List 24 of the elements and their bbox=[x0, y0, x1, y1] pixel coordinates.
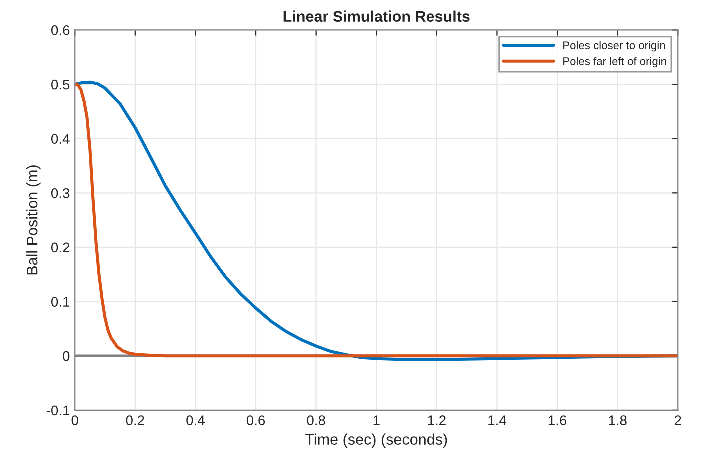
x-tick-label: 1.4 bbox=[488, 416, 506, 426]
x-tick-label: 0.6 bbox=[246, 416, 266, 426]
x-tick-label: 1 bbox=[374, 416, 380, 426]
y-tick-label: 0.3 bbox=[51, 188, 70, 198]
y-tick-label: 0 bbox=[63, 351, 70, 362]
y-tick-label: 0.4 bbox=[51, 134, 70, 144]
y-tick-label: 0.5 bbox=[51, 80, 70, 90]
x-tick-label: 1.8 bbox=[609, 416, 627, 426]
y-tick-label: 0.2 bbox=[51, 242, 70, 253]
x-tick-label: 0.2 bbox=[126, 416, 144, 426]
x-tick-label: 0.4 bbox=[186, 416, 205, 426]
x-tick-label: 0.8 bbox=[307, 416, 326, 426]
x-tick-label: 1.6 bbox=[548, 416, 567, 426]
legend-label: Poles far left of origin bbox=[564, 57, 666, 68]
x-tick-label: 1.2 bbox=[428, 416, 446, 426]
y-tick-label: -0.1 bbox=[46, 406, 70, 416]
y-axis-title: Ball Position (m) bbox=[26, 166, 41, 275]
y-tick-label: 0.1 bbox=[51, 297, 70, 307]
x-axis-title: Time (sec) (seconds) bbox=[306, 434, 448, 448]
chart-title: Linear Simulation Results bbox=[284, 10, 470, 22]
x-tick-label: 0 bbox=[72, 416, 78, 426]
x-tick-label: 2 bbox=[674, 416, 682, 426]
legend-label: Poles closer to origin bbox=[564, 41, 666, 52]
y-tick-label: 0.6 bbox=[51, 26, 70, 36]
